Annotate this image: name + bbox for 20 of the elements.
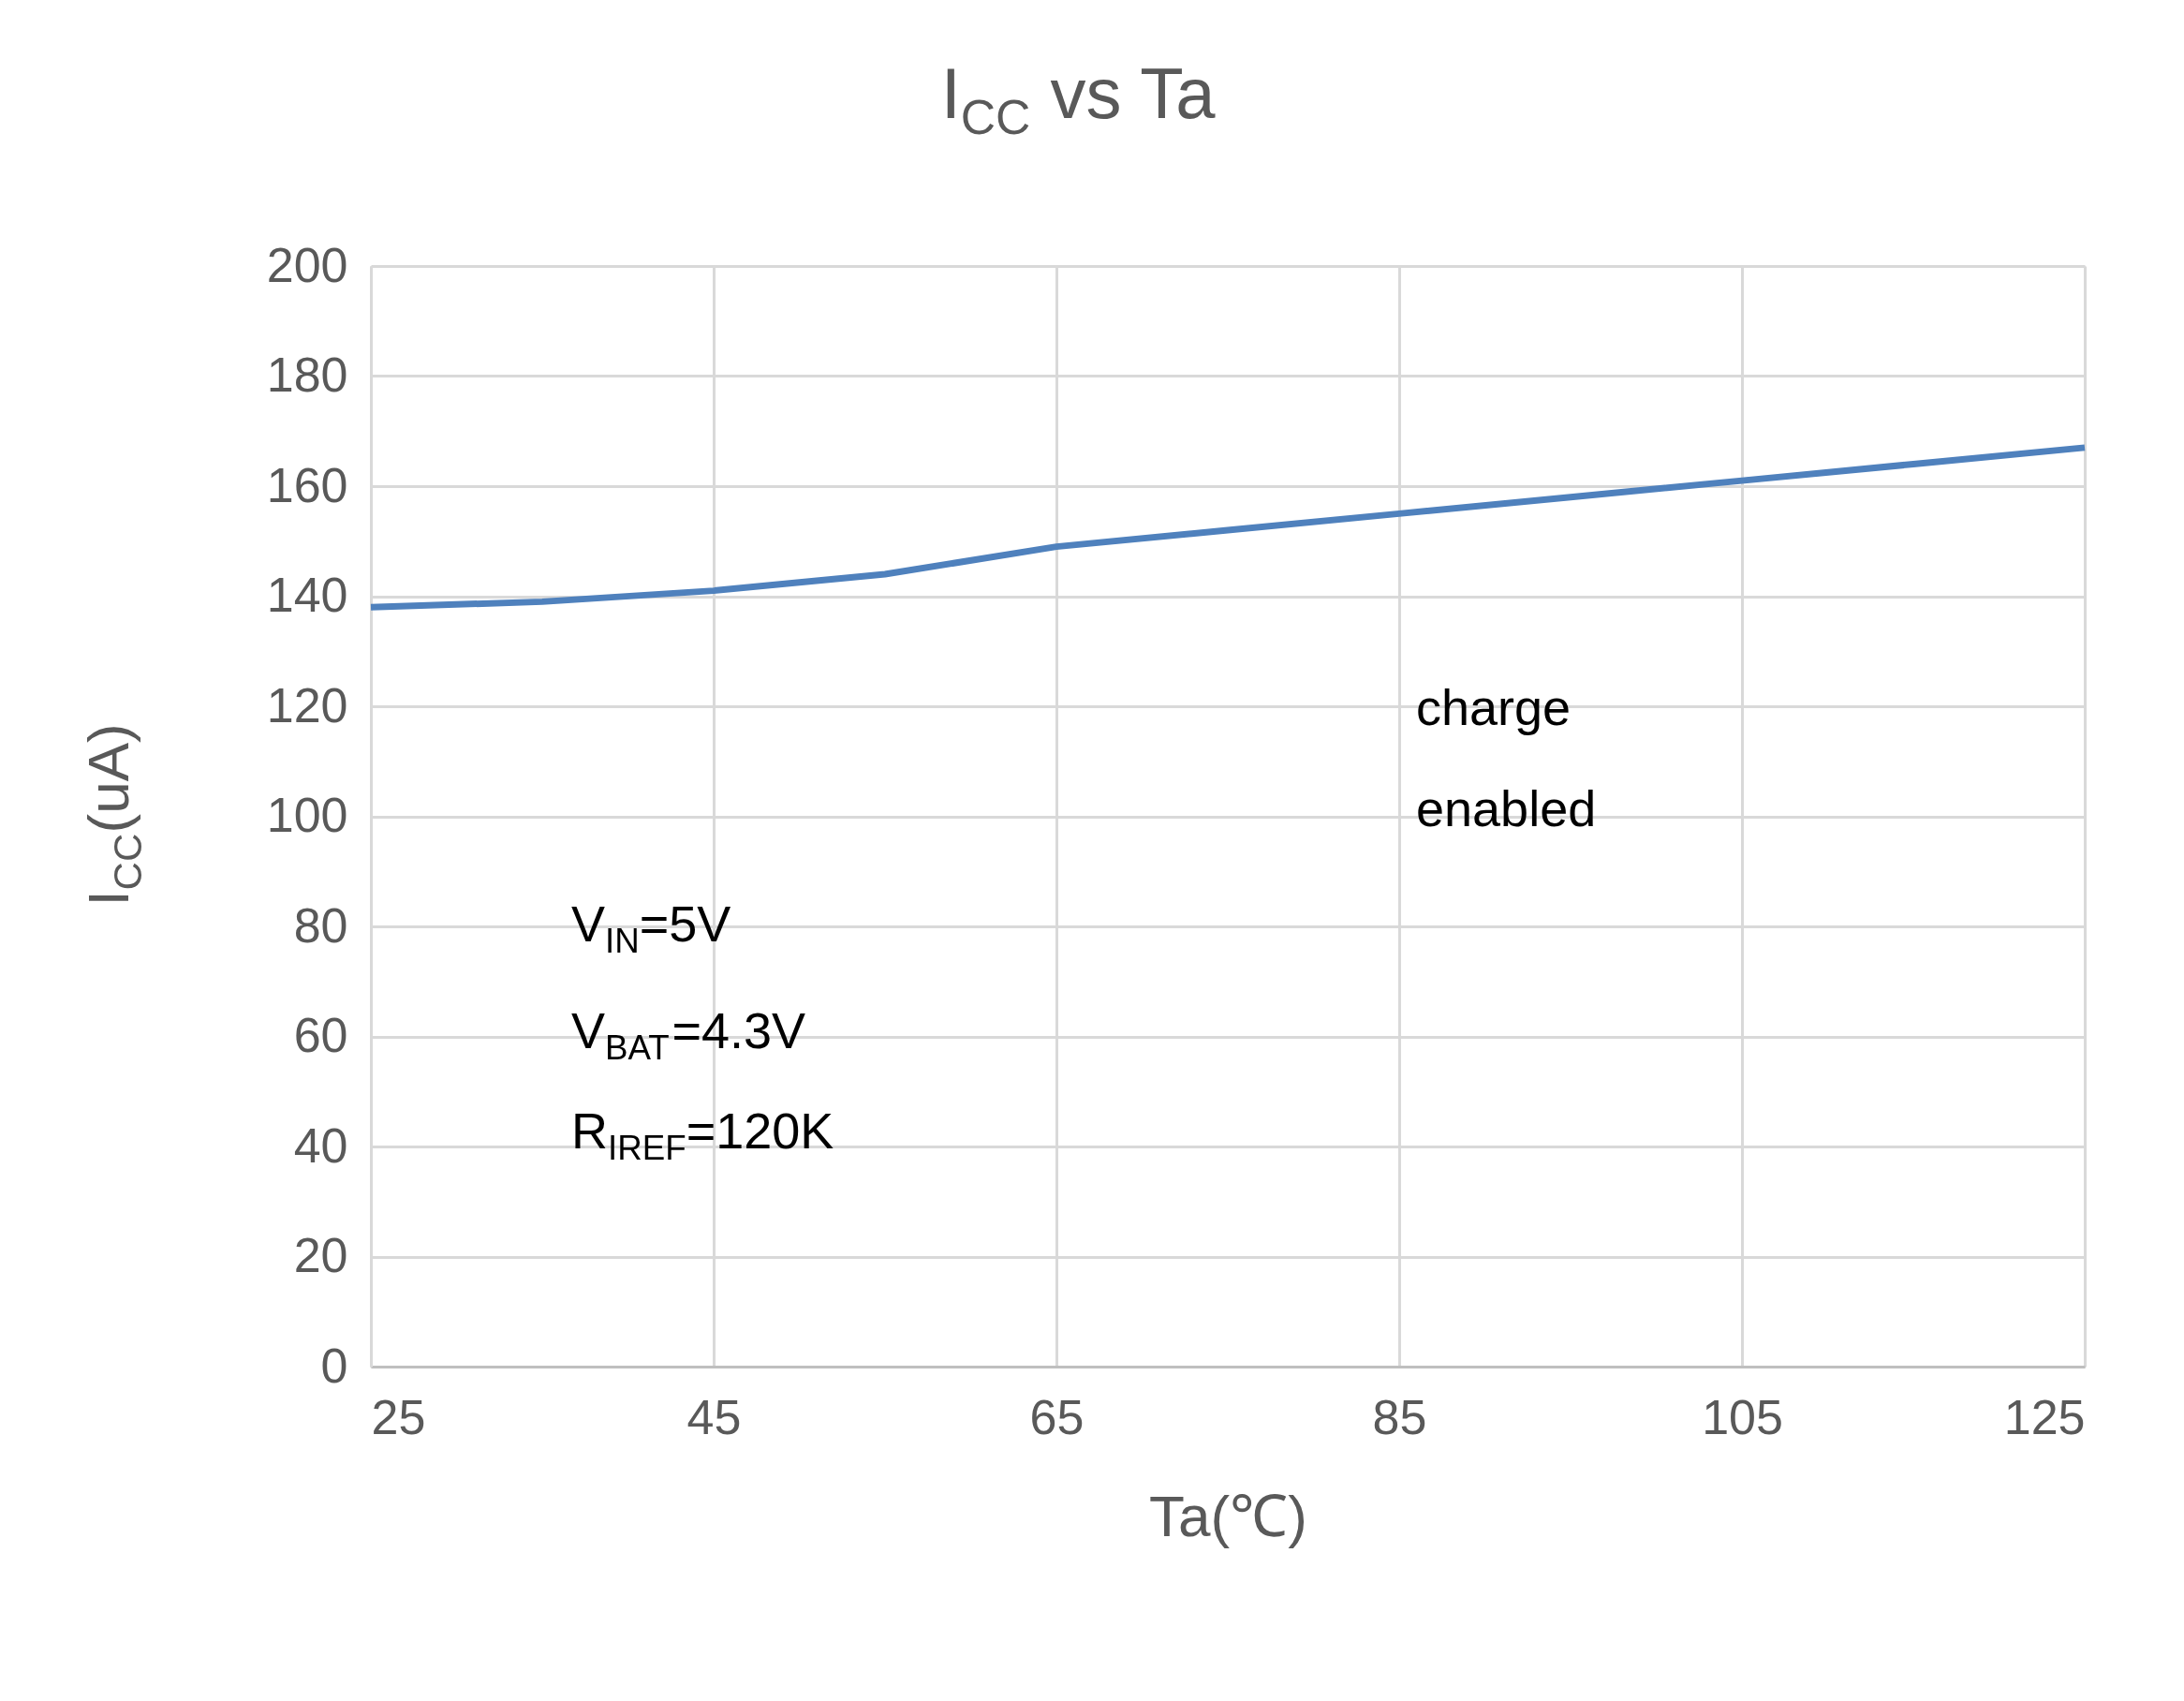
x-tick-label: 105 <box>1702 1389 1783 1444</box>
y-tick-label: 180 <box>266 348 348 402</box>
y-tick-label: 0 <box>320 1338 348 1393</box>
y-tick-label: 60 <box>293 1008 348 1062</box>
y-tick-label: 100 <box>266 788 348 842</box>
x-tick-label: 45 <box>686 1389 742 1444</box>
y-tick-label: 200 <box>266 237 348 292</box>
x-axis-title: Ta(℃) <box>1149 1483 1307 1548</box>
x-tick-label: 85 <box>1372 1389 1427 1444</box>
y-tick-label: 140 <box>266 568 348 622</box>
x-tick-label: 125 <box>2003 1389 2086 1444</box>
y-tick-label: 40 <box>293 1117 348 1173</box>
y-tick-label: 80 <box>293 897 348 953</box>
y-tick-label: 120 <box>266 677 348 732</box>
y-axis-title: ICC(uA) <box>76 723 150 907</box>
y-tick-label: 20 <box>293 1228 348 1282</box>
x-tick-label: 65 <box>1029 1389 1085 1444</box>
x-tick-label: 25 <box>371 1389 426 1444</box>
annotation: charge enabled <box>1416 679 1597 836</box>
y-tick-label: 160 <box>266 457 348 512</box>
